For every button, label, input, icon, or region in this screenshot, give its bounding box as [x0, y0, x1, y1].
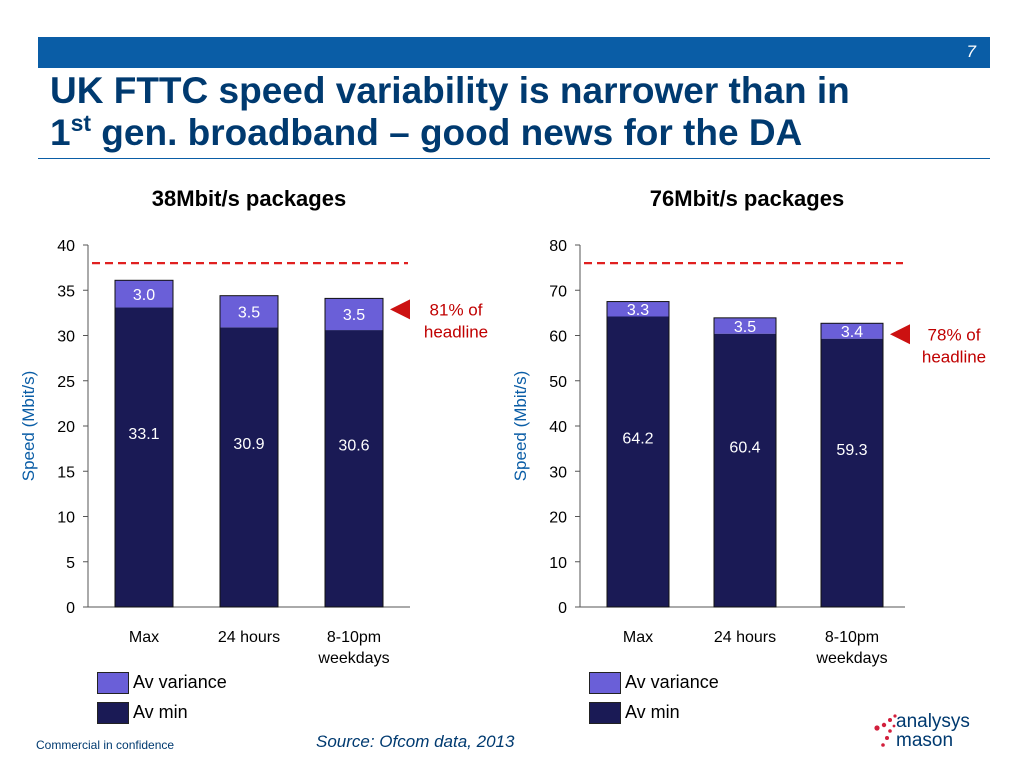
chart-2-bar-av-min	[821, 338, 883, 607]
chart-2-x-tick-label-line: 24 hours	[714, 629, 776, 646]
logo-line-1: analysys	[896, 711, 970, 732]
company-logo: analysys mason	[874, 712, 1004, 760]
chart-2-bar-outline	[820, 322, 884, 608]
legend-label-av-variance: Av variance	[133, 672, 227, 692]
legend-swatch-av-variance	[97, 672, 129, 694]
chart-2-y-tick-label: 30	[549, 464, 567, 481]
legend-swatch-av-min	[589, 702, 621, 724]
chart-2-bar-av-variance	[607, 301, 669, 317]
chart-1-annotation-line-1: 81% of	[430, 300, 483, 319]
legend-label-av-min: Av min	[133, 702, 188, 722]
chart-2-bar-av-min	[714, 333, 776, 607]
chart-1-y-tick-label: 30	[57, 329, 75, 346]
confidentiality-note: Commercial in confidence	[36, 738, 175, 752]
chart-1-x-tick-label-line: Max	[129, 629, 159, 646]
chart-2-title: 76Mbit/s packages	[649, 186, 845, 211]
title-line-2-rest: gen. broadband – good news for the DA	[91, 112, 803, 153]
source-note: Source: Ofcom data, 2013	[316, 732, 515, 751]
page-title: UK FTTC speed variability is narrower th…	[50, 70, 990, 154]
chart-1-data-label-av-min: 30.9	[233, 436, 264, 453]
chart-1-y-tick-label: 35	[57, 283, 75, 300]
chart-2-y-tick-label: 70	[549, 283, 567, 300]
chart-2-x-tick-label: 24 hours	[714, 629, 776, 646]
chart-2-bar-av-variance	[714, 317, 776, 334]
chart-2-y-tick-label: 40	[549, 419, 567, 436]
chart-1-y-tick-label: 10	[57, 510, 75, 527]
chart-1-bar-outline	[324, 297, 384, 608]
title-line-1: UK FTTC speed variability is narrower th…	[50, 70, 850, 111]
chart-2-annotation-arrow-icon	[890, 324, 910, 345]
chart-2-x-tick-label-line: weekdays	[815, 650, 887, 667]
chart-2-data-label-av-variance: 3.3	[627, 302, 649, 319]
chart-1-data-label-av-min: 33.1	[128, 426, 159, 443]
chart-2-data-label-av-variance: 3.5	[734, 319, 756, 336]
title-line-2: 1st gen. broadband – good news for the D…	[50, 112, 990, 154]
chart-2-bar-outline	[713, 317, 777, 608]
chart-2-y-tick-label: 50	[549, 374, 567, 391]
chart-1-y-tick-label: 15	[57, 464, 75, 481]
chart-1-data-label-av-variance: 3.0	[133, 287, 155, 304]
chart-1-y-tick-label: 25	[57, 374, 75, 391]
chart-1-x-tick-label-line: weekdays	[317, 650, 389, 667]
chart-1-annotation-line-2: headline	[424, 322, 488, 341]
chart-2-x-tick-label: 8-10pm weekdays	[815, 629, 887, 667]
chart-1-y-tick-label: 40	[57, 238, 75, 255]
title-ordinal-suffix: st	[70, 110, 92, 136]
logo-dots-icon	[874, 714, 897, 747]
chart-1-x-tick-label-line: 24 hours	[218, 629, 280, 646]
chart-1-x-tick-label-line: 8-10pm	[327, 629, 381, 646]
chart-1-annotation-arrow-icon	[390, 299, 410, 320]
legend-swatch-av-min	[97, 702, 129, 724]
chart-2-annotation-line-1: 78% of	[928, 325, 981, 344]
title-ordinal: 1	[50, 112, 71, 153]
chart-1-y-tick-label: 20	[57, 419, 75, 436]
chart-1-bar-av-variance	[115, 280, 173, 308]
chart-2-data-label-av-min: 60.4	[729, 439, 760, 456]
chart-2-bar-av-variance	[821, 323, 883, 339]
chart-2-x-tick-label-line: 8-10pm	[825, 629, 879, 646]
legend-swatch-av-variance	[589, 672, 621, 694]
chart-1-y-tick-label: 0	[66, 600, 75, 617]
chart-1-data-label-av-variance: 3.5	[343, 307, 365, 324]
chart-1-bar-av-min	[220, 327, 278, 607]
chart-1-x-tick-label: 24 hours	[218, 629, 280, 646]
chart-2-bar-outline	[606, 301, 670, 608]
logo-wordmark: analysys mason	[896, 712, 970, 750]
chart-1-bar-outline	[219, 295, 279, 608]
chart-2-x-tick-label: Max	[623, 629, 653, 646]
chart-2-y-axis-label: Speed (Mbit/s)	[511, 371, 530, 482]
header-bar: 7	[38, 37, 990, 68]
chart-2-y-tick-label: 10	[549, 555, 567, 572]
chart-2-data-label-av-min: 64.2	[622, 431, 653, 448]
chart-1-y-axis-label: Speed (Mbit/s)	[19, 371, 38, 482]
chart-1-bar-av-min	[325, 330, 383, 607]
chart-2-data-label-av-variance: 3.4	[841, 324, 863, 341]
logo-line-2: mason	[896, 730, 954, 751]
title-divider	[38, 158, 990, 159]
chart-2-y-tick-label: 20	[549, 510, 567, 527]
chart-1-bar-av-min	[115, 307, 173, 607]
chart-1-data-label-av-variance: 3.5	[238, 305, 260, 322]
chart-1-x-tick-label: Max	[129, 629, 159, 646]
chart-1-bar-av-variance	[220, 295, 278, 328]
chart-1-data-label-av-min: 30.6	[338, 438, 369, 455]
chart-1-x-tick-label: 8-10pm weekdays	[317, 629, 389, 667]
chart-2-x-tick-label-line: Max	[623, 629, 653, 646]
chart-2-annotation-line-2: headline	[922, 347, 986, 366]
chart-1-bar-av-variance	[325, 298, 383, 331]
page-number: 7	[966, 42, 976, 61]
chart-2-data-label-av-min: 59.3	[836, 442, 867, 459]
legend-label-av-min: Av min	[625, 702, 680, 722]
chart-1-bar-outline	[114, 279, 174, 608]
chart-2-y-tick-label: 60	[549, 329, 567, 346]
chart-2-y-tick-label: 80	[549, 238, 567, 255]
legend-label-av-variance: Av variance	[625, 672, 719, 692]
chart-1-y-tick-label: 5	[66, 555, 75, 572]
chart-1-title: 38Mbit/s packages	[151, 186, 347, 211]
chart-2-y-tick-label: 0	[558, 600, 567, 617]
chart-2-bar-av-min	[607, 316, 669, 607]
